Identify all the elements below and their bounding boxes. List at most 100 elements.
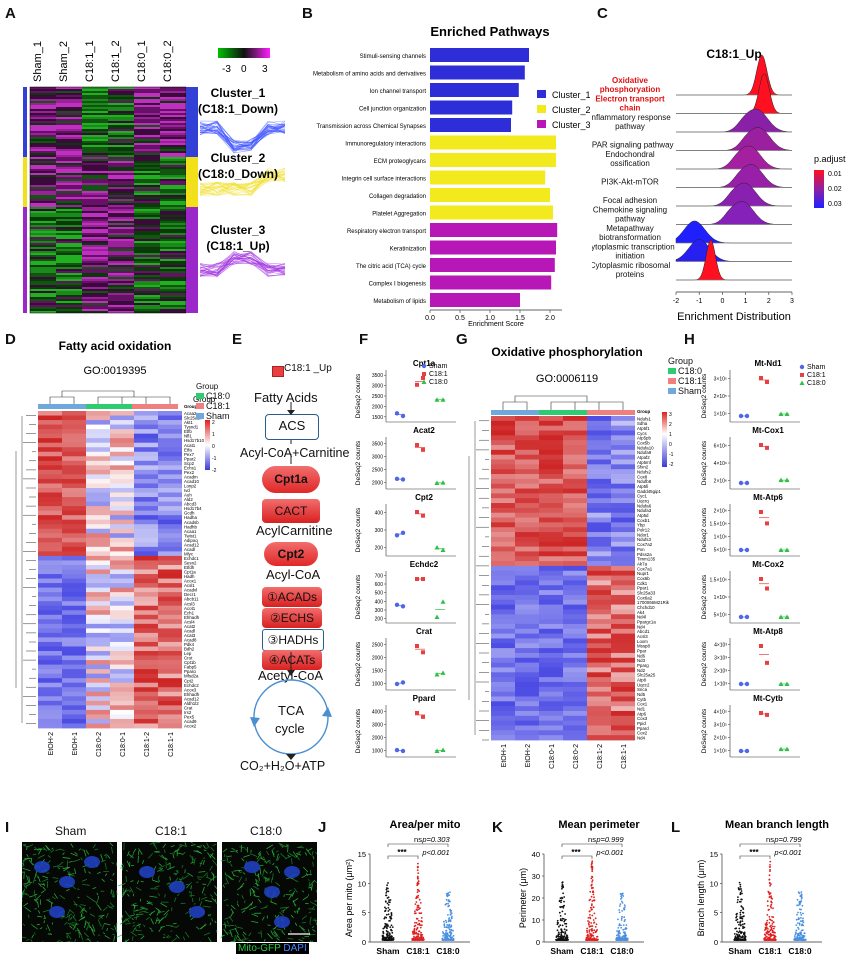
data-point — [737, 896, 739, 898]
gene-label: Hsd17b10 — [184, 438, 205, 443]
data-point — [447, 902, 449, 905]
gene-label: Ndufb8 — [637, 479, 652, 484]
data-point — [763, 933, 766, 936]
data-point — [736, 921, 739, 924]
legend-label: Sham — [429, 363, 447, 370]
y-tick: 1.5×10⁶ — [710, 578, 728, 584]
data-point — [443, 920, 445, 923]
panel-g-title: Oxidative phosphorylation — [491, 345, 642, 359]
data-point — [384, 922, 387, 925]
data-point — [387, 896, 390, 899]
data-point — [392, 937, 395, 939]
data-point — [766, 904, 769, 907]
data-point — [759, 510, 763, 514]
data-point — [619, 932, 621, 935]
gene-label: Cox5b — [637, 441, 650, 446]
data-point — [384, 900, 387, 903]
legend-label: C18:1 — [807, 372, 826, 379]
data-point — [434, 545, 440, 550]
panel-b-xlabel: Enrichment Score — [468, 321, 524, 328]
ridge-label: Focal adhesion — [603, 196, 657, 205]
data-point — [561, 924, 564, 927]
data-point — [769, 884, 771, 887]
gene-label: Fabp5 — [184, 665, 197, 670]
y-axis-label: DeSeq2 counts — [355, 507, 362, 552]
bar — [430, 258, 555, 272]
data-point — [768, 878, 771, 881]
data-point — [420, 938, 423, 941]
y-tick: 15 — [358, 850, 366, 859]
cluster-1-side — [186, 87, 198, 157]
data-point — [800, 929, 803, 932]
gene-label: Hadh — [184, 574, 195, 579]
data-point — [416, 866, 419, 868]
gene-label: Slc25a33 — [637, 590, 656, 595]
gene-label: Ppid — [637, 721, 646, 726]
legend-label: C18:0 — [807, 380, 826, 387]
data-point — [586, 929, 588, 932]
panel-h-svg: Mt-Nd1 1×10⁵ 2×10⁵ 3×10⁵ DeSeq2 counts Mt-Cox… — [701, 359, 826, 758]
y-tick: 3×10⁵ — [714, 377, 727, 383]
padj-bar — [814, 170, 824, 208]
y-axis-label: DeSeq2 counts — [701, 507, 708, 552]
data-point — [388, 908, 391, 911]
x-tick: C18:0 — [436, 946, 459, 956]
data-point — [618, 911, 621, 914]
gene-label: Ald2 — [184, 497, 193, 502]
data-point — [420, 931, 422, 934]
gene-label: Crat — [184, 705, 193, 710]
y-tick: 15 — [710, 850, 718, 859]
data-point — [448, 904, 450, 907]
plot-title: Mt-Cytb — [753, 694, 783, 703]
bar-label: Keratinization — [390, 247, 426, 253]
sample-label: C18:1_2 — [110, 40, 122, 82]
data-point — [759, 376, 763, 380]
data-point — [443, 923, 446, 926]
data-point — [561, 887, 563, 890]
gene-label: Ppar1 — [637, 586, 649, 591]
ridge-label: pathway — [615, 215, 645, 224]
data-point — [394, 747, 400, 753]
gene-label: Acadm — [184, 475, 198, 480]
data-point — [416, 926, 419, 929]
data-point — [416, 869, 419, 871]
data-point — [591, 875, 593, 878]
ridge-label: Endochondral — [605, 150, 655, 159]
data-point — [421, 650, 425, 655]
gene-label: Abcd1 — [637, 629, 650, 634]
gene-label: Atp5d — [637, 513, 649, 518]
ridge-label: Cytoplasmic transcription — [592, 243, 675, 252]
data-point — [587, 920, 589, 922]
y-tick: 200 — [375, 617, 384, 623]
gene-label: Gadd45gip1 — [637, 489, 661, 494]
data-point — [587, 923, 590, 925]
data-point — [415, 644, 419, 648]
data-point — [417, 894, 420, 897]
data-point — [416, 875, 419, 878]
padj-tick-1: 0.02 — [828, 186, 842, 193]
data-point — [768, 915, 771, 918]
data-point — [768, 922, 771, 924]
ridge-label: pathway — [615, 122, 645, 131]
gene-label: Pparα — [184, 669, 196, 674]
y-tick: 300 — [375, 608, 384, 614]
sig-stars: *** — [397, 848, 407, 857]
data-point — [766, 914, 769, 916]
x-tick: C18:1 — [758, 946, 781, 956]
data-point — [415, 936, 418, 938]
data-point — [556, 923, 559, 926]
gene-label: Twist1 — [184, 533, 197, 538]
data-point — [556, 921, 559, 924]
data-point — [414, 910, 416, 913]
panels-jkl-svg: Area/per mito 0 5 10 15 Area per mito (μm²) Sh… — [344, 819, 829, 956]
gene-label: Ndufs2 — [637, 470, 651, 475]
data-point — [797, 932, 800, 935]
data-point — [769, 868, 771, 871]
gene-label: Ppard — [637, 726, 649, 731]
data-point — [589, 890, 592, 893]
gene-label: 1700066M21Rik — [637, 600, 670, 605]
data-point — [559, 924, 562, 927]
x-tick: 3 — [790, 298, 794, 305]
y-axis-label: DeSeq2 counts — [701, 574, 708, 619]
data-point — [450, 912, 453, 915]
